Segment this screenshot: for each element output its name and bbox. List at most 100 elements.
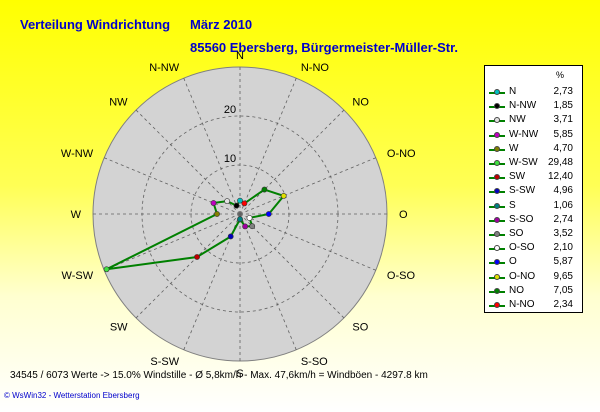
legend-item: S-SO 2,74 [489,214,579,228]
legend-item: W-SW 29,48 [489,157,579,171]
direction-label: N-NW [149,62,180,74]
grid-spoke [239,213,376,271]
legend-marker [494,273,500,280]
grid-spoke [104,157,241,215]
legend-item: SW 12,40 [489,171,579,185]
radial-tick-labels: 10 20 [224,104,236,165]
footer-stats: 34545 / 6073 Werte -> 15.0% Windstille -… [10,370,428,381]
legend-label: O-SO [509,242,535,254]
legend-item: NW 3,71 [489,114,579,128]
legend-item: S 1,06 [489,200,579,214]
legend-value: 9,65 [553,270,573,282]
legend-value: 3,71 [553,114,573,126]
direction-label: O-NO [387,148,416,160]
grid-spoke [239,213,345,319]
legend-value: 12,40 [547,171,573,183]
data-point [103,266,110,273]
legend-item: O 5,87 [489,256,579,270]
legend-label: W [509,142,519,154]
legend-marker [494,89,500,95]
legend-value: 2,10 [553,242,573,254]
grid-spoke [239,157,376,215]
direction-label: NO [352,97,369,109]
wind-series [103,186,287,273]
legend: % N 2,73 N-NW 1,85 NW 3,71 W-NW 5,85 W 4,70 W-SW 29… [484,65,583,313]
direction-labels: N N-NO NO O-NO O O-SO SO S-SO S S-SW SW W-SW W W-NW NW… [61,50,416,380]
direction-label: O [399,209,408,221]
data-point [280,193,287,199]
legend-item: W-NW 5,85 [489,129,579,143]
grid-spoke [239,109,345,215]
direction-label: SW [110,321,128,333]
data-point [214,211,220,217]
legend-value: 2,34 [553,299,573,310]
rose-grid [93,67,387,361]
legend-marker [494,145,500,152]
legend-item: N-NW 1,85 [489,100,579,114]
direction-label: W [71,209,82,221]
legend-label: O-NO [509,270,536,282]
legend-value: 3,52 [553,228,573,239]
legend-value: 4,96 [553,185,573,197]
legend-item: N 2,73 [489,86,579,100]
legend-value: 4,70 [553,142,573,154]
legend-marker [494,302,500,308]
data-point [233,202,240,209]
radial-tick-label: 20 [224,104,236,116]
legend-label: S-SW [509,185,536,197]
legend-marker [494,103,500,110]
direction-label: NW [109,97,128,109]
direction-label: W-SW [62,270,94,282]
legend-value: 7,05 [553,284,573,296]
legend-value: 1,85 [553,100,573,112]
grid-spoke [239,213,297,350]
legend-label: W-SW [509,157,538,168]
legend-item: NO 7,05 [489,285,579,299]
grid-spoke [135,109,241,215]
legend-label: SO [509,228,524,239]
legend-item: O-SO 2,10 [489,242,579,256]
data-point [224,198,231,205]
legend-item: S-SW 4,96 [489,185,579,199]
direction-label: SO [352,321,368,333]
data-point [227,233,234,240]
legend-item: SO 3,52 [489,228,579,242]
direction-label: O-SO [387,270,416,282]
legend-label: NW [509,114,526,126]
data-point [241,200,248,207]
legend-value: 1,06 [553,199,573,211]
legend-label: S-SO [509,213,534,225]
legend-label: O [509,256,517,268]
legend-marker [494,188,500,195]
legend-label: N [509,86,517,97]
legend-marker [494,174,500,181]
data-point [237,197,243,204]
legend-label: N-NO [509,299,535,310]
data-point [210,200,217,206]
legend-value: 5,87 [553,256,573,268]
data-point [249,223,256,230]
data-point [265,211,272,217]
data-point [242,223,249,230]
legend-label: W-NW [509,128,539,140]
legend-item: O-NO 9,65 [489,271,579,285]
direction-label: N [236,50,244,62]
radial-tick-label: 10 [224,153,236,165]
chart-date: März 2010 [190,17,253,32]
legend-marker [494,259,500,266]
direction-label: S [236,368,243,380]
direction-label: S-SO [301,356,328,368]
legend-unit: % [555,70,564,80]
footer-credit: © WsWin32 - Wetterstation Ebersberg [4,391,140,400]
grid-spoke [135,213,241,319]
grid-spoke [239,78,297,215]
legend-label: SW [509,171,526,183]
direction-label: S-SW [150,356,179,368]
legend-marker [494,117,500,124]
legend-label: S [509,199,516,211]
direction-label: N-NO [301,62,330,74]
data-point [246,215,253,221]
data-point [237,216,243,223]
legend-value: 29,48 [547,157,573,168]
grid-spoke [104,213,241,271]
